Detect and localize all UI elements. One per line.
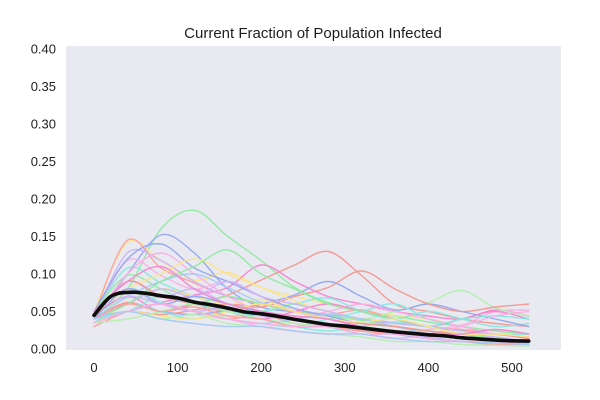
y-axis-tick-labels: 0.00 0.05 0.10 0.15 0.20 0.25 0.30 0.35 0.40 bbox=[31, 42, 56, 357]
x-tick-label: 300 bbox=[334, 360, 356, 375]
simulation-line bbox=[93, 302, 530, 332]
x-tick-label: 100 bbox=[167, 360, 189, 375]
y-tick-label: 0.10 bbox=[31, 267, 56, 282]
y-tick-label: 0.35 bbox=[31, 79, 56, 94]
y-tick-label: 0.00 bbox=[31, 342, 56, 357]
mean-line-group bbox=[92, 290, 531, 343]
y-tick-label: 0.15 bbox=[31, 229, 56, 244]
x-tick-label: 0 bbox=[90, 360, 97, 375]
simulation-line bbox=[93, 310, 530, 346]
y-tick-label: 0.20 bbox=[31, 192, 56, 207]
y-tick-label: 0.40 bbox=[31, 42, 56, 57]
simulation-line bbox=[93, 270, 530, 320]
y-tick-label: 0.25 bbox=[31, 154, 56, 169]
x-tick-label: 400 bbox=[418, 360, 440, 375]
mean-line bbox=[92, 290, 531, 343]
x-tick-label: 500 bbox=[501, 360, 523, 375]
y-tick-label: 0.30 bbox=[31, 117, 56, 132]
simulation-line bbox=[93, 280, 530, 338]
chart-title: Current Fraction of Population Infected bbox=[184, 25, 442, 42]
x-tick-label: 200 bbox=[250, 360, 272, 375]
simulation-line bbox=[93, 266, 530, 328]
simulation-line bbox=[93, 265, 530, 336]
x-axis-tick-labels: 0 100 200 300 400 500 bbox=[90, 360, 522, 375]
y-tick-label: 0.05 bbox=[31, 304, 56, 319]
